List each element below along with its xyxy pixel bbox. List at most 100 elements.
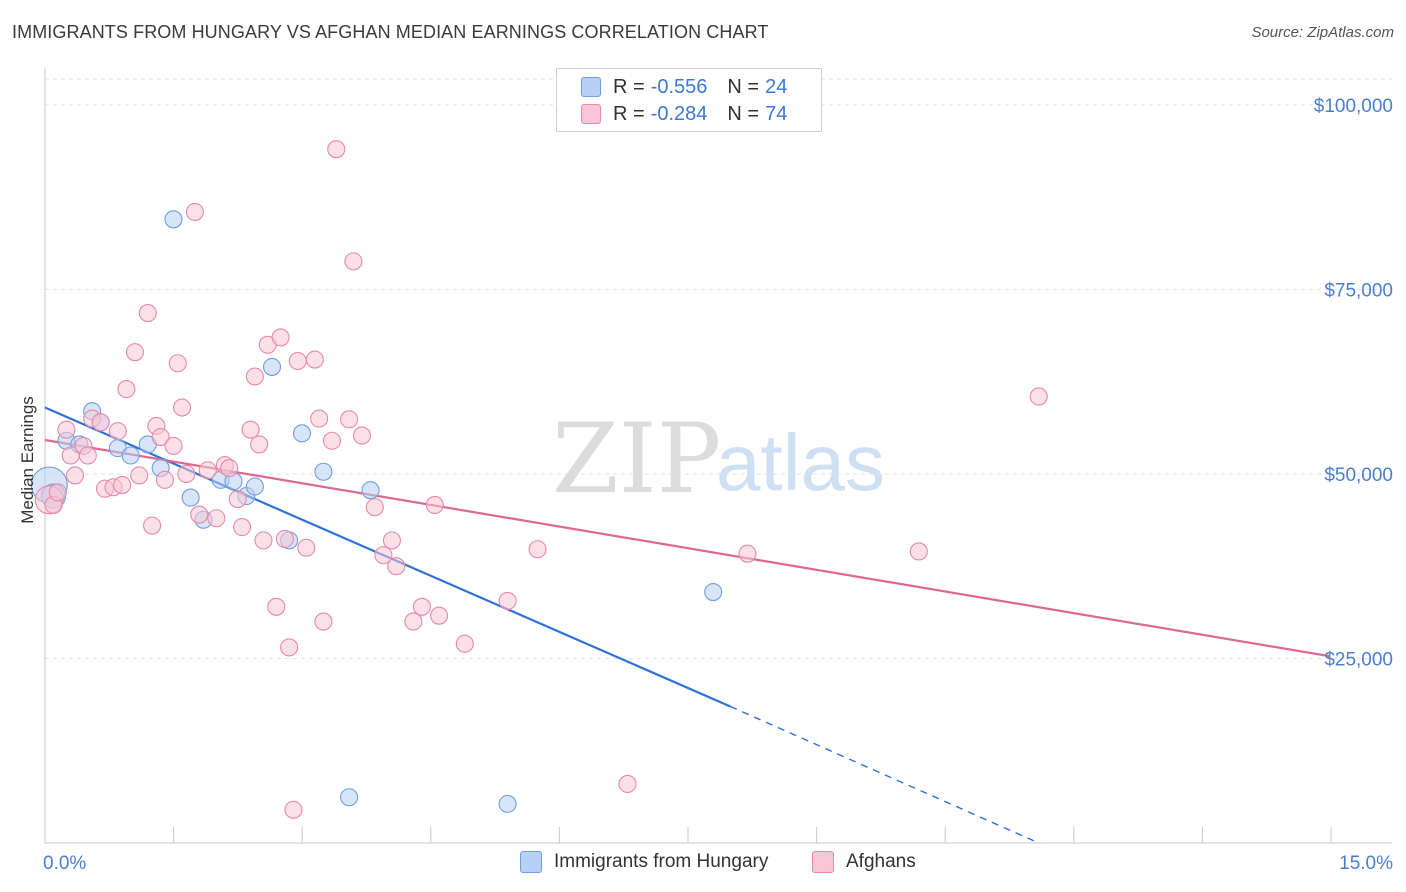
legend-n-value: 74 [765,102,788,125]
point-afghans [220,458,239,478]
point-afghans [310,409,329,428]
point-hungary [340,788,359,807]
correlation-legend: R = -0.556 N = 24 R = -0.284 N = 74 [556,68,822,132]
series-swatch-pink [812,851,834,873]
point-afghans [365,498,384,517]
point-hungary [498,794,517,813]
point-hungary [164,210,183,229]
point-afghans [271,328,290,347]
point-hungary [314,462,333,481]
watermark-zip: ZIP [552,403,721,515]
point-hungary [181,488,200,507]
point-hungary [121,446,140,465]
point-afghans [322,431,342,450]
point-afghans [909,542,928,561]
point-afghans [125,343,144,362]
point-afghans [455,634,474,653]
point-afghans [1029,387,1048,406]
point-afghans [327,140,346,159]
point-afghans [113,475,132,495]
legend-r-value: -0.556 [650,75,708,98]
point-afghans [738,544,757,563]
gridlines [45,78,1392,659]
point-afghans [267,597,286,616]
y-tick-label: $100,000 [1314,96,1393,117]
data-points [30,140,1048,819]
point-afghans [250,435,269,454]
legend-r-label: R = [613,75,645,98]
point-afghans [241,420,260,439]
series-legend-hungary: Immigrants from Hungary [520,851,768,873]
point-afghans [430,606,449,625]
point-afghans [425,495,444,515]
series-legend: Immigrants from Hungary Afghans [0,851,1406,879]
x-tick-labels: 0.0% 15.0% [43,853,1393,874]
point-afghans [185,202,204,221]
point-afghans [138,303,157,323]
point-afghans [143,516,162,535]
point-afghans [130,466,149,485]
series-legend-afghans: Afghans [812,851,916,873]
point-afghans [340,410,359,429]
y-tick-label: $50,000 [1324,465,1393,486]
trend-line [44,438,1331,658]
point-afghans [173,398,192,417]
point-afghans [91,413,110,432]
point-hungary [704,582,723,602]
point-afghans [275,529,294,548]
point-afghans [404,612,423,631]
axes [44,68,1392,844]
point-afghans [198,461,217,480]
point-afghans [48,483,67,502]
point-afghans [254,531,273,550]
point-afghans [305,350,324,369]
point-afghans [190,505,209,524]
point-hungary [361,481,380,500]
chart-title: IMMIGRANTS FROM HUNGARY VS AFGHAN MEDIAN… [12,22,769,42]
point-afghans [207,509,226,528]
point-afghans [280,638,299,657]
point-afghans [412,597,431,616]
legend-n-label: N = [727,75,760,98]
point-afghans [387,557,406,576]
series-legend-label: Afghans [846,851,916,872]
y-tick-labels: $25,000 $50,000 $75,000 $100,000 [1314,96,1393,671]
point-afghans [314,612,333,631]
legend-r-value: -0.284 [650,102,708,125]
point-afghans [151,427,170,447]
point-afghans [528,540,547,559]
watermark-atlas: atlas [716,418,885,507]
point-afghans [155,470,174,489]
legend-swatch-blue [581,77,601,97]
series-legend-label: Immigrants from Hungary [554,851,769,872]
trend-line-dashed [730,705,1040,844]
point-afghans [288,351,307,371]
x-tick-label: 0.0% [43,853,86,874]
legend-row-hungary: R = -0.556 N = 24 [581,74,787,100]
point-afghans [177,464,196,484]
point-afghans [245,367,264,386]
point-afghans [117,380,136,399]
point-hungary [262,357,282,376]
legend-n-value: 24 [765,75,788,98]
point-hungary [245,477,264,496]
y-tick-label: $75,000 [1324,280,1393,301]
legend-r-label: R = [613,102,645,125]
legend-n-label: N = [727,102,760,125]
point-afghans [352,426,372,445]
point-afghans [374,546,393,565]
point-afghans [297,538,316,557]
legend-swatch-pink [581,104,601,124]
point-afghans [382,531,402,550]
point-afghans [168,354,187,373]
point-afghans [344,252,363,271]
point-afghans [284,800,303,819]
point-afghans [164,436,183,455]
series-swatch-blue [520,851,542,873]
point-afghans [498,591,517,610]
y-axis-label: Median Earnings [18,396,37,524]
point-afghans [78,446,97,465]
point-afghans [108,422,127,441]
point-hungary [292,424,312,443]
